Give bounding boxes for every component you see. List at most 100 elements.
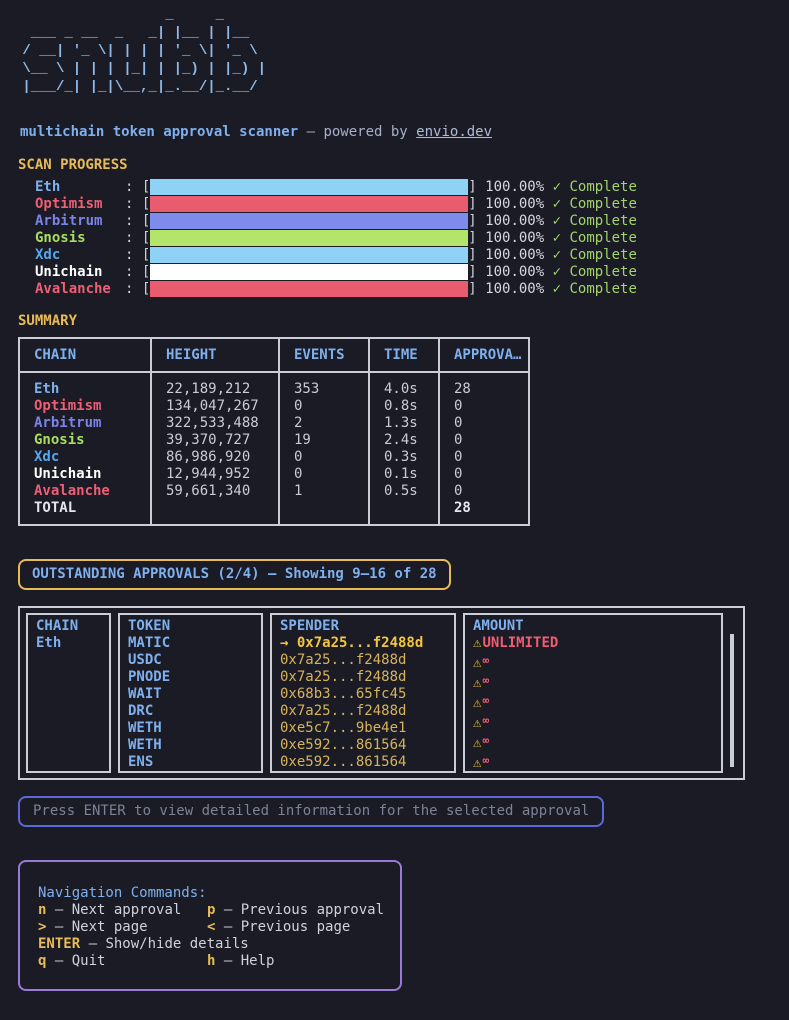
progress-row: Eth: [] 100.00% ✓ Complete	[35, 178, 789, 195]
nav-command-row: ENTER – Show/hide details	[38, 936, 400, 953]
summary-cell-approvals: 0	[438, 483, 529, 500]
progress-bracket-close: ]	[468, 212, 486, 229]
navigation-commands-title: Navigation Commands:	[38, 885, 207, 901]
approval-token-value[interactable]: WETH	[128, 737, 162, 753]
nav-command-label: – Quit	[46, 953, 106, 969]
progress-bracket-close: ]	[468, 195, 486, 212]
approval-token-value[interactable]: PNODE	[128, 669, 171, 685]
spender-address: 0xe592...861564	[280, 754, 407, 770]
summary-cell-chain: Avalanche	[34, 483, 110, 499]
progress-bracket-close: ]	[468, 178, 486, 195]
approval-amount-value[interactable]: ⚠∞	[473, 712, 713, 732]
spender-address: 0x7a25...f2488d	[280, 652, 407, 668]
amount-text: ∞	[482, 734, 490, 747]
warning-icon: ⚠	[473, 735, 482, 751]
approval-chain-value[interactable]	[36, 737, 101, 754]
summary-cell-events: 0	[278, 466, 369, 483]
approval-token-value[interactable]: ENS	[128, 754, 154, 770]
approval-chain-value[interactable]	[36, 669, 101, 686]
nav-command: < – Previous page	[207, 919, 350, 936]
progress-chain-label: Xdc	[35, 246, 61, 263]
progress-chain-label: Eth	[35, 178, 61, 195]
progress-bracket-open: : [	[125, 246, 151, 263]
progress-row: Arbitrum: [] 100.00% ✓ Complete	[35, 212, 789, 229]
approvals-token-rows: MATIC USDC PNODE WAIT DRC WETH WETH ENS	[128, 635, 253, 771]
summary-cell-chain: Xdc	[34, 449, 60, 465]
app-logo-ascii: _ _ ___ _ __ _ _| |__ | |__ / __| '_ \| …	[22, 7, 267, 95]
summary-cell-events: 2	[278, 415, 369, 432]
approval-amount-value[interactable]: ⚠∞	[473, 752, 713, 771]
outstanding-approvals-header: OUTSTANDING APPROVALS (2/4) — Showing 9–…	[18, 559, 451, 590]
approval-amount-value[interactable]: ⚠∞	[473, 772, 713, 773]
approvals-chain-panel: CHAIN Eth	[26, 613, 111, 773]
nav-command: q – Quit	[38, 953, 207, 970]
summary-title: SUMMARY	[18, 313, 78, 329]
summary-cell-height: 12,944,952	[150, 466, 279, 483]
summary-cell-height	[150, 500, 279, 525]
progress-bracket-close: ]	[468, 280, 486, 297]
envio-link[interactable]: envio.dev	[416, 124, 493, 140]
summary-cell-height: 22,189,212	[150, 372, 279, 398]
approval-chain-value[interactable]	[36, 686, 101, 703]
summary-col-events: EVENTS	[278, 338, 369, 373]
nav-command: ENTER – Show/hide details	[38, 936, 249, 953]
summary-cell-approvals: 28	[438, 372, 529, 398]
approval-chain-value[interactable]	[36, 703, 101, 720]
approval-token-value[interactable]: DRC	[128, 703, 154, 719]
app-root: _ _ ___ _ __ _ _| |__ | |__ / __| '_ \| …	[0, 6, 789, 991]
approval-spender-value[interactable]: 0xe592...861564	[280, 737, 446, 754]
approvals-col-spender: SPENDER	[280, 618, 340, 634]
summary-col-time: TIME	[368, 338, 439, 373]
progress-row: Avalanche: [] 100.00% ✓ Complete	[35, 280, 789, 297]
nav-command-row: q – Quit h – Help	[38, 953, 400, 970]
approvals-token-panel: TOKEN MATIC USDC PNODE WAIT DRC WETH WETH ENS	[118, 613, 263, 773]
progress-status: ✓ Complete	[544, 263, 637, 280]
summary-cell-time: 0.8s	[368, 398, 439, 415]
summary-cell-height: 39,370,727	[150, 432, 279, 449]
approval-spender-value[interactable]: 0xe5c7...9be4e1	[280, 720, 446, 737]
summary-table-header: CHAIN HEIGHT EVENTS TIME APPROVA…	[19, 338, 529, 373]
approval-chain-value[interactable]	[36, 720, 101, 737]
nav-command-key: p	[207, 902, 216, 918]
approval-spender-value[interactable]: 0x68b3...65fc45	[280, 686, 446, 703]
approval-amount-value[interactable]: ⚠∞	[473, 672, 713, 692]
progress-bar	[150, 178, 469, 195]
amount-text: ∞	[482, 694, 490, 707]
approval-amount-value[interactable]: ⚠∞	[473, 692, 713, 712]
summary-cell-approvals: 0	[438, 449, 529, 466]
warning-icon: ⚠	[473, 715, 482, 731]
summary-cell-approvals: 0	[438, 398, 529, 415]
approval-spender-value[interactable]: 0x7a25...f2488d	[280, 669, 446, 686]
approvals-spender-panel: SPENDER → 0x7a25...f2488d 0x7a25...f2488d…	[270, 613, 456, 773]
approval-spender-value[interactable]: 0x7a25...f2488d	[280, 652, 446, 669]
summary-cell-time: 2.4s	[368, 432, 439, 449]
amount-text: ∞	[482, 714, 490, 727]
nav-command-row: > – Next page < – Previous page	[38, 919, 400, 936]
nav-command-key: h	[207, 953, 216, 969]
approval-spender-value[interactable]: → 0x7a25...f2488d	[280, 635, 446, 652]
approval-chain-value[interactable]	[36, 754, 101, 771]
approval-token-value[interactable]: WAIT	[128, 686, 162, 702]
approval-token-value[interactable]: MATIC	[128, 635, 171, 651]
approval-spender-value[interactable]: 0xe592...861564	[280, 754, 446, 771]
approval-token-value[interactable]: WETH	[128, 720, 162, 736]
approvals-scrollbar[interactable]	[730, 634, 734, 767]
scan-progress-list: Eth: [] 100.00% ✓ Complete Optimism: [] 1…	[35, 178, 789, 297]
approval-amount-value[interactable]: ⚠UNLIMITED	[473, 635, 713, 652]
approval-token-value[interactable]: USDC	[128, 652, 162, 668]
progress-status: ✓ Complete	[544, 195, 637, 212]
approval-spender-value[interactable]: 0x7a25...f2488d	[280, 703, 446, 720]
approval-amount-value[interactable]: ⚠∞	[473, 732, 713, 752]
approval-amount-value[interactable]: ⚠∞	[473, 652, 713, 672]
approvals-amount-panel: AMOUNT ⚠UNLIMITED⚠∞⚠∞⚠∞⚠∞⚠∞⚠∞⚠∞	[463, 613, 723, 773]
summary-row: Unichain 12,944,952 0 0.1s 0	[19, 466, 529, 483]
approval-chain-value[interactable]	[36, 652, 101, 669]
approval-chain-value[interactable]: Eth	[36, 635, 62, 651]
nav-command-key: q	[38, 953, 47, 969]
spender-address: 0x7a25...f2488d	[296, 635, 424, 651]
summary-cell-height: 322,533,488	[150, 415, 279, 432]
progress-percent: 100.00%	[485, 229, 545, 246]
amount-text: ∞	[482, 674, 490, 687]
nav-command: > – Next page	[38, 919, 207, 936]
progress-row: Unichain: [] 100.00% ✓ Complete	[35, 263, 789, 280]
